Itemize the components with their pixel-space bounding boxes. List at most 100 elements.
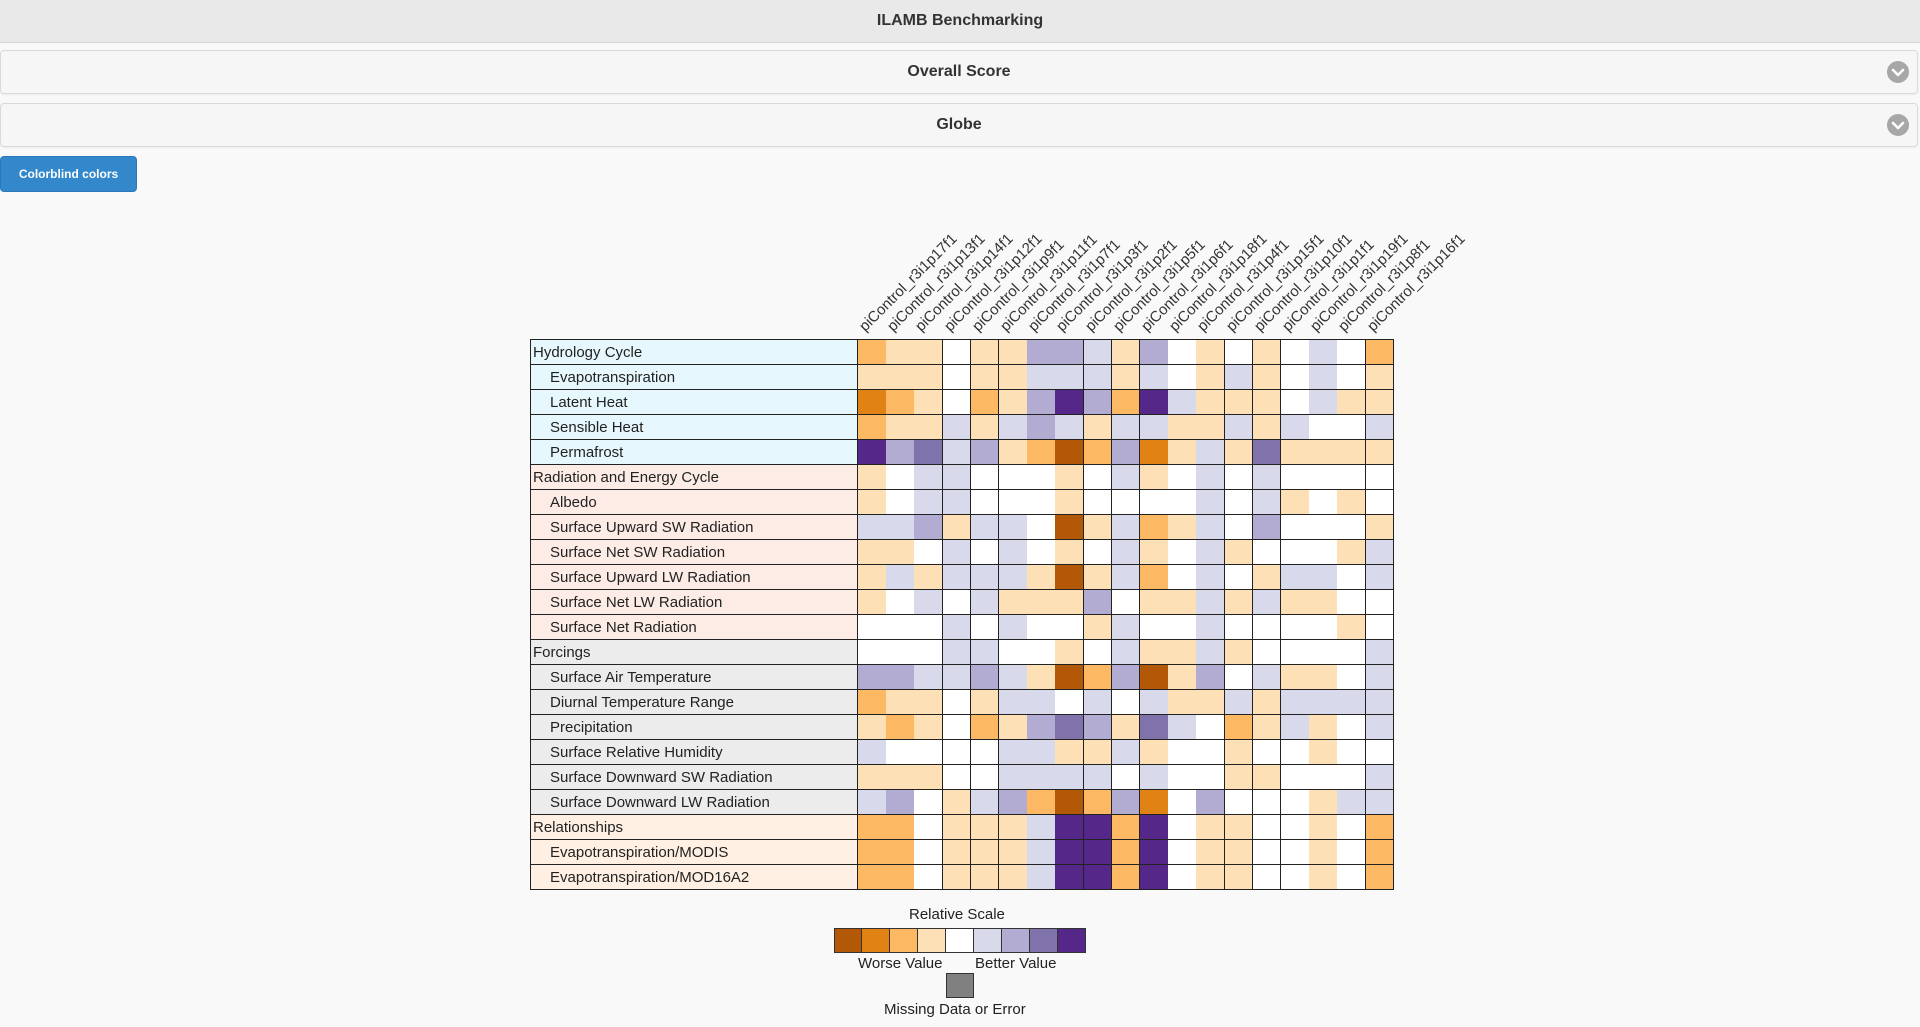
heatmap-cell[interactable]: [858, 740, 887, 765]
heatmap-cell[interactable]: [1337, 865, 1367, 890]
heatmap-cell[interactable]: [1309, 590, 1338, 615]
heatmap-cell[interactable]: [1111, 690, 1141, 715]
heatmap-cell[interactable]: [886, 440, 915, 465]
heatmap-cell[interactable]: [1281, 465, 1310, 490]
heatmap-cell[interactable]: [999, 565, 1028, 590]
heatmap-cell[interactable]: [1337, 390, 1367, 415]
heatmap-cell[interactable]: [1196, 790, 1226, 815]
heatmap-cell[interactable]: [858, 865, 887, 890]
heatmap-cell[interactable]: [886, 515, 915, 540]
heatmap-cell[interactable]: [1140, 765, 1169, 790]
heatmap-cell[interactable]: [1055, 615, 1085, 640]
heatmap-cell[interactable]: [1252, 665, 1282, 690]
heatmap-cell[interactable]: [1055, 465, 1085, 490]
heatmap-cell[interactable]: [1140, 715, 1169, 740]
heatmap-cell[interactable]: [1027, 565, 1056, 590]
heatmap-cell[interactable]: [1083, 490, 1113, 515]
heatmap-cell[interactable]: [1196, 615, 1226, 640]
heatmap-cell[interactable]: [886, 540, 915, 565]
heatmap-cell[interactable]: [1168, 715, 1197, 740]
heatmap-cell[interactable]: [886, 339, 915, 365]
heatmap-cell[interactable]: [1337, 615, 1367, 640]
heatmap-cell[interactable]: [858, 840, 887, 865]
heatmap-cell[interactable]: [1281, 590, 1310, 615]
heatmap-cell[interactable]: [1196, 765, 1226, 790]
heatmap-cell[interactable]: [1365, 415, 1395, 440]
heatmap-cell[interactable]: [1111, 815, 1141, 840]
heatmap-cell[interactable]: [858, 540, 887, 565]
heatmap-cell[interactable]: [1168, 590, 1197, 615]
heatmap-cell[interactable]: [1196, 415, 1226, 440]
heatmap-cell[interactable]: [886, 390, 915, 415]
heatmap-cell[interactable]: [1252, 365, 1282, 390]
heatmap-cell[interactable]: [1027, 615, 1056, 640]
heatmap-cell[interactable]: [914, 690, 944, 715]
heatmap-cell[interactable]: [1055, 415, 1085, 440]
heatmap-cell[interactable]: [1224, 690, 1254, 715]
heatmap-cell[interactable]: [1252, 565, 1282, 590]
heatmap-cell[interactable]: [1168, 390, 1197, 415]
heatmap-cell[interactable]: [999, 765, 1028, 790]
heatmap-cell[interactable]: [858, 665, 887, 690]
heatmap-cell[interactable]: [1055, 865, 1085, 890]
heatmap-cell[interactable]: [1224, 339, 1254, 365]
heatmap-cell[interactable]: [886, 640, 915, 665]
heatmap-cell[interactable]: [1309, 715, 1338, 740]
heatmap-cell[interactable]: [942, 565, 972, 590]
heatmap-cell[interactable]: [1365, 790, 1395, 815]
heatmap-cell[interactable]: [1168, 540, 1197, 565]
heatmap-cell[interactable]: [1027, 640, 1056, 665]
heatmap-cell[interactable]: [914, 840, 944, 865]
heatmap-cell[interactable]: [1196, 465, 1226, 490]
heatmap-cell[interactable]: [1281, 815, 1310, 840]
heatmap-cell[interactable]: [942, 490, 972, 515]
heatmap-cell[interactable]: [999, 690, 1028, 715]
heatmap-cell[interactable]: [1337, 740, 1367, 765]
heatmap-cell[interactable]: [1027, 540, 1056, 565]
heatmap-cell[interactable]: [1111, 465, 1141, 490]
heatmap-cell[interactable]: [1281, 565, 1310, 590]
heatmap-cell[interactable]: [1027, 765, 1056, 790]
heatmap-cell[interactable]: [1365, 565, 1395, 590]
heatmap-cell[interactable]: [1168, 840, 1197, 865]
heatmap-cell[interactable]: [1252, 865, 1282, 890]
heatmap-cell[interactable]: [1252, 640, 1282, 665]
heatmap-cell[interactable]: [1140, 440, 1169, 465]
heatmap-cell[interactable]: [1281, 790, 1310, 815]
heatmap-cell[interactable]: [1224, 665, 1254, 690]
heatmap-cell[interactable]: [970, 565, 1000, 590]
heatmap-cell[interactable]: [1083, 840, 1113, 865]
heatmap-cell[interactable]: [1111, 840, 1141, 865]
heatmap-cell[interactable]: [914, 515, 944, 540]
heatmap-cell[interactable]: [858, 465, 887, 490]
heatmap-cell[interactable]: [1083, 715, 1113, 740]
heatmap-cell[interactable]: [1055, 640, 1085, 665]
heatmap-cell[interactable]: [1140, 815, 1169, 840]
heatmap-cell[interactable]: [1111, 865, 1141, 890]
heatmap-cell[interactable]: [914, 565, 944, 590]
heatmap-cell[interactable]: [1140, 415, 1169, 440]
heatmap-cell[interactable]: [1252, 440, 1282, 465]
heatmap-cell[interactable]: [914, 715, 944, 740]
heatmap-cell[interactable]: [1168, 790, 1197, 815]
heatmap-cell[interactable]: [1281, 540, 1310, 565]
heatmap-cell[interactable]: [1337, 765, 1367, 790]
heatmap-cell[interactable]: [1365, 865, 1395, 890]
heatmap-cell[interactable]: [1309, 790, 1338, 815]
heatmap-cell[interactable]: [886, 565, 915, 590]
heatmap-cell[interactable]: [1055, 690, 1085, 715]
heatmap-cell[interactable]: [914, 390, 944, 415]
heatmap-cell[interactable]: [970, 665, 1000, 690]
heatmap-cell[interactable]: [858, 815, 887, 840]
heatmap-cell[interactable]: [999, 815, 1028, 840]
heatmap-cell[interactable]: [942, 640, 972, 665]
heatmap-cell[interactable]: [970, 440, 1000, 465]
heatmap-cell[interactable]: [1140, 590, 1169, 615]
heatmap-cell[interactable]: [1365, 365, 1395, 390]
heatmap-cell[interactable]: [970, 515, 1000, 540]
heatmap-cell[interactable]: [914, 490, 944, 515]
heatmap-cell[interactable]: [886, 465, 915, 490]
heatmap-cell[interactable]: [1252, 390, 1282, 415]
heatmap-cell[interactable]: [942, 790, 972, 815]
heatmap-cell[interactable]: [1224, 515, 1254, 540]
